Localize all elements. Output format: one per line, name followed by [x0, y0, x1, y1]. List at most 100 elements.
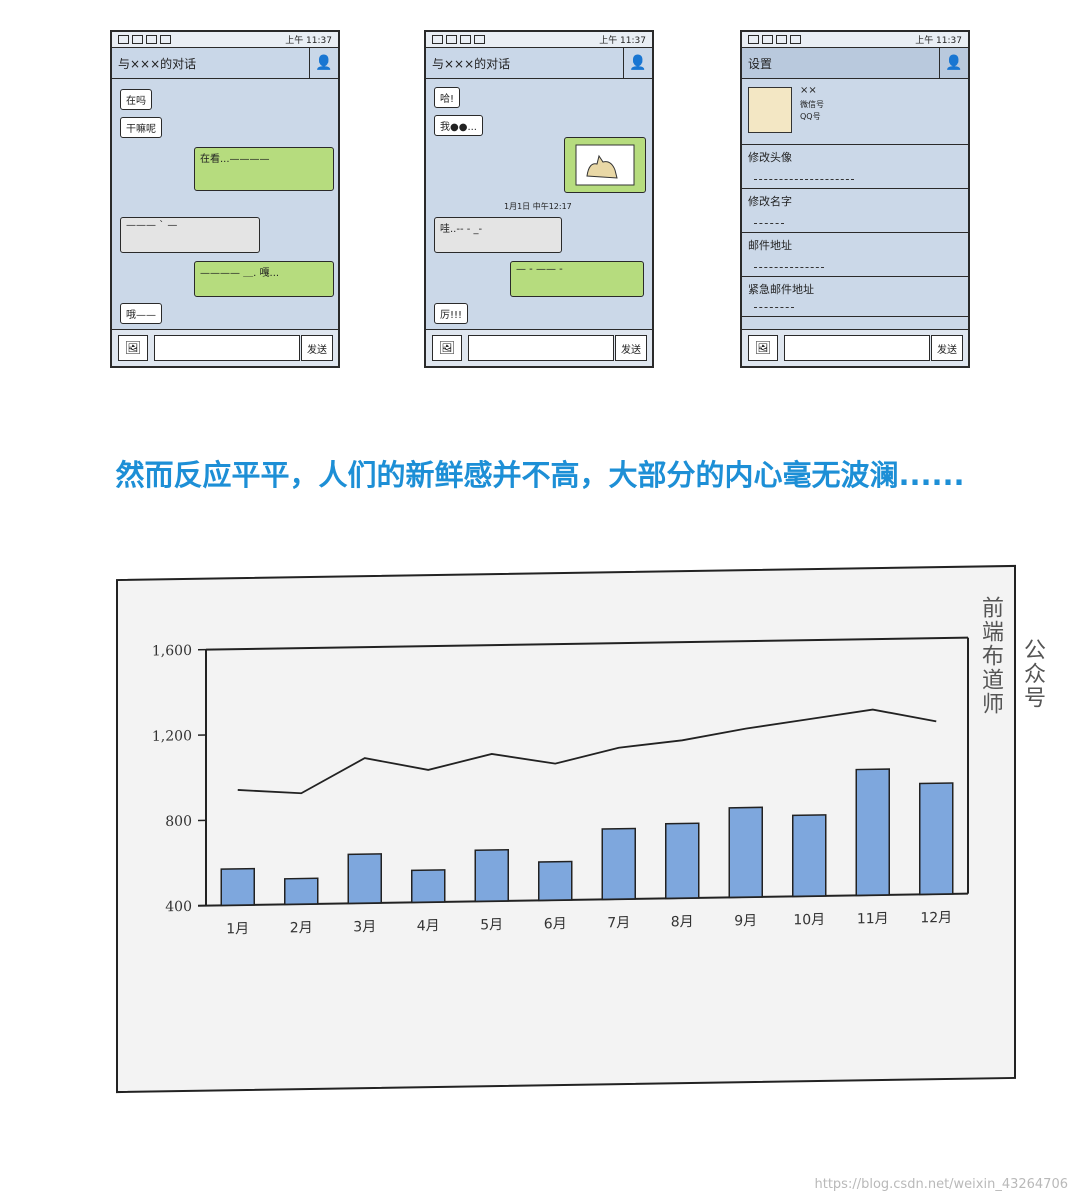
watermark: https://blog.csdn.net/weixin_43264706: [814, 1177, 1068, 1192]
person-icon: 👤: [315, 55, 333, 71]
message-bubble: ——— ˋ —: [120, 217, 260, 253]
x-tick-label: 11月: [857, 911, 889, 927]
side-caption-author: 前端布道师: [978, 596, 1003, 716]
message-bubble: — - —— -: [510, 261, 644, 297]
x-tick-label: 7月: [607, 915, 630, 931]
y-tick-label: 800: [165, 814, 192, 830]
message-bubble: 哈!: [434, 87, 461, 108]
settings-item-name[interactable]: 修改名字: [742, 189, 968, 233]
message-bubble: 厉!!!: [434, 303, 469, 324]
settings-item-label: 修改头像: [748, 151, 792, 164]
send-button[interactable]: 发送: [615, 335, 647, 361]
chat-title-bar: 与×××的对话 👤: [426, 48, 652, 79]
chat-area: 哈! 我●●... 1月1日 中午12:17 哇..-- - _- — - ——…: [426, 79, 652, 329]
chart: 400 800 1,200 1,600 1月 2月 3月 4月 5月 6月 7月 8月 9月 10月 11月…: [152, 636, 969, 937]
profile-row[interactable]: ×× 微信号 QQ号: [742, 79, 968, 145]
phone-chat-1: 上午 11:37 与×××的对话 👤 在吗 干嘛呢 在看...———— ——— …: [110, 30, 340, 368]
settings-title-bar: 设置 👤: [742, 48, 968, 79]
contact-info-button[interactable]: 👤: [623, 48, 652, 78]
image-icon: 🖼: [124, 340, 142, 356]
status-bar: 上午 11:37: [426, 32, 652, 48]
y-tick-label: 400: [165, 899, 192, 915]
x-tick-label: 6月: [544, 916, 567, 932]
phone-settings: 上午 11:37 设置 👤 ×× 微信号 QQ号 修改头像 修改名字 邮件地址 …: [740, 30, 970, 368]
trend-line: [237, 708, 937, 795]
settings-item-label: 邮件地址: [748, 239, 792, 252]
image-message: [564, 137, 646, 193]
message-bubble: 干嘛呢: [120, 117, 162, 138]
profile-qq: QQ号: [800, 112, 821, 121]
y-tick-label: 1,600: [152, 643, 192, 660]
message-input[interactable]: [784, 335, 930, 361]
x-tick-label: 4月: [417, 918, 440, 934]
bar: [919, 782, 954, 896]
person-icon: 👤: [945, 55, 963, 71]
profile-id: 微信号: [800, 100, 824, 109]
image-button[interactable]: 🖼: [118, 335, 148, 361]
profile-name: ××: [800, 85, 817, 96]
status-bar: 上午 11:37: [112, 32, 338, 48]
contact-info-button[interactable]: 👤: [309, 48, 338, 78]
status-time: 上午 11:37: [599, 36, 646, 46]
bar: [284, 877, 319, 906]
chat-timestamp: 1月1日 中午12:17: [504, 202, 572, 211]
headline: 然而反应平平，人们的新鲜感并不高，大部分的内心毫无波澜......: [115, 458, 965, 492]
contact-info-button[interactable]: 👤: [939, 48, 968, 78]
send-button[interactable]: 发送: [301, 335, 333, 361]
plot-top-border: [206, 636, 968, 651]
x-tick-label: 8月: [671, 914, 694, 930]
chart-panel: 400 800 1,200 1,600 1月 2月 3月 4月 5月 6月 7月 8月 9月 10月 11月…: [116, 564, 1016, 1094]
dog-picture-icon: [575, 144, 635, 186]
message-bubble: 在吗: [120, 89, 152, 110]
image-icon: 🖼: [754, 340, 772, 356]
message-bubble: ———— ＿. 嘎...: [194, 261, 334, 297]
chat-title-bar: 与×××的对话 👤: [112, 48, 338, 79]
settings-title: 设置: [748, 56, 773, 71]
message-bubble: 在看...————: [194, 147, 334, 191]
avatar: [748, 87, 792, 133]
input-bar: 🖼 发送: [742, 329, 968, 366]
x-tick-label: 10月: [793, 912, 825, 928]
image-button[interactable]: 🖼: [748, 335, 778, 361]
bar: [411, 869, 446, 904]
message-input[interactable]: [154, 335, 300, 361]
settings-item-avatar[interactable]: 修改头像: [742, 145, 968, 189]
chat-title: 与×××的对话: [118, 56, 197, 71]
x-axis: [198, 892, 968, 907]
bar: [601, 827, 636, 901]
message-input[interactable]: [468, 335, 614, 361]
x-tick-label: 5月: [480, 917, 503, 933]
status-time: 上午 11:37: [285, 36, 332, 46]
input-bar: 🖼 发送: [112, 329, 338, 366]
chat-area: 在吗 干嘛呢 在看...———— ——— ˋ — ———— ＿. 嘎... 哦—…: [112, 79, 338, 329]
side-caption-account: 公众号: [1020, 638, 1045, 710]
message-bubble: 哇..-- - _-: [434, 217, 562, 253]
bar: [347, 853, 382, 905]
bar: [220, 867, 255, 907]
status-bar: 上午 11:37: [742, 32, 968, 48]
bar: [474, 848, 509, 903]
input-bar: 🖼 发送: [426, 329, 652, 366]
bar: [538, 860, 573, 902]
image-button[interactable]: 🖼: [432, 335, 462, 361]
settings-item-email[interactable]: 邮件地址: [742, 233, 968, 277]
chat-title: 与×××的对话: [432, 56, 511, 71]
x-tick-label: 12月: [920, 910, 952, 926]
x-tick-label: 1月: [226, 921, 249, 937]
settings-item-label: 修改名字: [748, 195, 792, 208]
x-tick-label: 9月: [734, 913, 757, 929]
phone-chat-2: 上午 11:37 与×××的对话 👤 哈! 我●●... 1月1日 中午12:1…: [424, 30, 654, 368]
person-icon: 👤: [629, 55, 647, 71]
settings-item-emergency-email[interactable]: 紧急邮件地址: [742, 277, 968, 317]
status-time: 上午 11:37: [915, 36, 962, 46]
send-button[interactable]: 发送: [931, 335, 963, 361]
bar: [855, 768, 890, 897]
settings-item-label: 紧急邮件地址: [748, 283, 814, 296]
message-bubble: 我●●...: [434, 115, 483, 136]
message-bubble: 哦——: [120, 303, 162, 324]
x-tick-label: 3月: [353, 919, 376, 935]
image-icon: 🖼: [438, 340, 456, 356]
y-tick-label: 1,200: [152, 728, 192, 745]
bar: [792, 814, 827, 898]
x-tick-label: 2月: [290, 920, 313, 936]
